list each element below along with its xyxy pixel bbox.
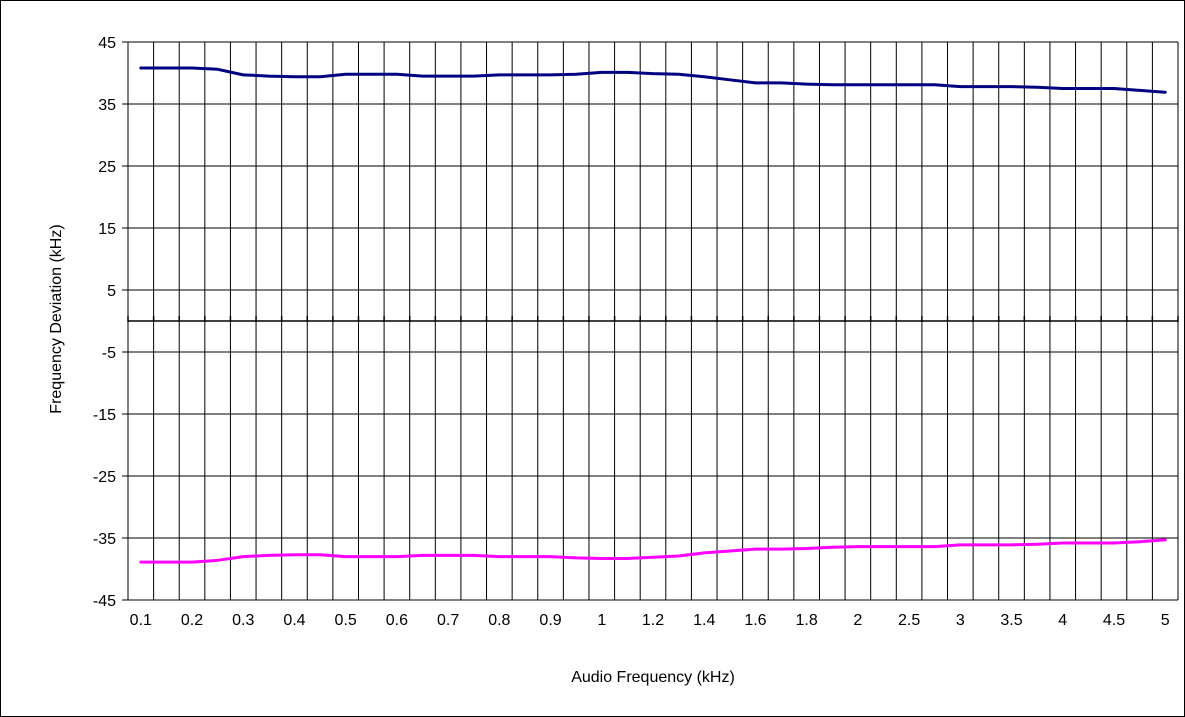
y-tick-label: 25 (98, 159, 116, 176)
x-tick-labels: 0.1 0.2 0.3 0.4 0.5 0.6 0.7 0.8 0.9 1 1.2 1.4 1.6 1.8… (130, 612, 1170, 629)
x-tick-label: 0.8 (488, 612, 510, 629)
x-tick-label: 0.9 (539, 612, 561, 629)
x-tick-label: 0.5 (335, 612, 357, 629)
y-tick-label: 45 (98, 35, 116, 52)
y-tick-label: 15 (98, 221, 116, 238)
x-tick-label: 0.6 (386, 612, 408, 629)
x-axis-label: Audio Frequency (kHz) (571, 669, 735, 686)
x-tick-label: 0.1 (130, 612, 152, 629)
x-tick-label: 0.4 (283, 612, 305, 629)
x-tick-label: 4 (1058, 612, 1067, 629)
x-tick-label: 0.7 (437, 612, 459, 629)
y-tick-label: -25 (93, 469, 116, 486)
x-tick-label: 0.2 (181, 612, 203, 629)
x-tick-label: 3.5 (1000, 612, 1022, 629)
x-tick-label: 2.5 (898, 612, 920, 629)
series-line-1 (139, 66, 1167, 94)
x-tick-label: 1.4 (693, 612, 715, 629)
y-tick-label: 5 (107, 283, 116, 300)
x-tick-label: 1.2 (642, 612, 664, 629)
series-line-2 (139, 538, 1167, 564)
y-tick-label: -15 (93, 407, 116, 424)
y-tick-label: -35 (93, 531, 116, 548)
x-tick-label: 0.3 (232, 612, 254, 629)
x-tick-label: 1 (597, 612, 606, 629)
y-axis-label: Frequency Deviation (kHz) (48, 224, 65, 413)
x-tick-label: 3 (956, 612, 965, 629)
horizontal-gridlines (122, 41, 1178, 601)
zero-axis (127, 316, 1179, 322)
y-tick-label: -45 (93, 593, 116, 610)
x-tick-label: 1.8 (796, 612, 818, 629)
series-group (139, 66, 1167, 564)
x-tick-label: 4.5 (1103, 612, 1125, 629)
x-tick-label: 2 (853, 612, 862, 629)
y-tick-label: 35 (98, 97, 116, 114)
x-tick-label: 5 (1161, 612, 1170, 629)
y-tick-labels: 45 35 25 15 5 -5 -15 -25 -35 -45 (93, 35, 116, 610)
y-tick-label: -5 (102, 345, 116, 362)
x-tick-label: 1.6 (744, 612, 766, 629)
